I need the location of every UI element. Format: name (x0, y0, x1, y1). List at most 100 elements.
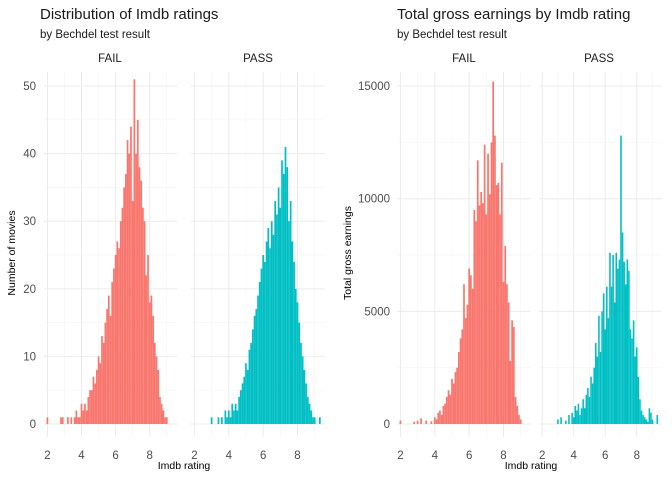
x-tick-label: 6 (602, 450, 608, 462)
histogram-bar (152, 315, 154, 424)
histogram-bar (433, 417, 436, 424)
histogram-bar (506, 284, 508, 424)
histogram-bar (585, 394, 588, 424)
histogram-bar (286, 167, 289, 425)
histogram-bar (250, 342, 252, 424)
histogram-bar (594, 342, 597, 424)
histogram-bar (281, 160, 283, 424)
histogram-bar (73, 417, 76, 424)
x-axis-label: Imdb rating (158, 460, 211, 472)
histogram-bar (128, 153, 131, 424)
histogram-bar (645, 419, 648, 424)
histogram-bar (442, 405, 445, 424)
histogram-bar (312, 417, 314, 424)
histogram-bar (313, 417, 316, 424)
histogram-bar (634, 356, 636, 424)
y-tick-label: 0 (384, 419, 390, 431)
histogram-bar (651, 419, 654, 424)
y-tick-label: 5000 (364, 306, 390, 318)
facet-label-pass: PASS (243, 53, 273, 65)
histogram-bar (153, 342, 156, 424)
facet-label-fail: FAIL (98, 53, 122, 65)
y-tick-label: 30 (23, 216, 36, 228)
histogram-bar (499, 214, 501, 424)
y-tick-label: 20 (23, 284, 36, 296)
histogram-bar (440, 414, 443, 424)
histogram-bar (568, 414, 570, 424)
histogram-bar (124, 173, 127, 424)
y-axis-label: Total gross earnings (342, 206, 354, 300)
histogram-bar (470, 275, 472, 424)
histogram-bar (643, 417, 646, 424)
histogram-bar (298, 322, 301, 424)
histogram-bar (291, 241, 294, 424)
histogram-bar (504, 246, 507, 424)
histogram-bar (75, 410, 78, 424)
histogram-bar (647, 421, 649, 424)
y-tick-label: 50 (23, 81, 36, 93)
x-tick-label: 4 (432, 450, 439, 462)
histogram-bar (565, 420, 567, 424)
y-tick-label: 15000 (358, 81, 390, 93)
histogram-bar (288, 221, 290, 424)
histogram-bar (512, 327, 515, 424)
histogram-bar (234, 403, 237, 424)
histogram-bar (612, 255, 614, 424)
x-tick-label: 6 (466, 450, 472, 462)
chart-subtitle: by Bechdel test result (40, 29, 151, 41)
histogram-bar (102, 342, 105, 424)
histogram-bar (495, 185, 498, 424)
histogram-bar (265, 241, 268, 424)
histogram-bar (439, 410, 441, 424)
facet-label-pass: PASS (584, 53, 614, 65)
histogram-bar (303, 369, 306, 424)
histogram-bar (70, 417, 73, 424)
histogram-bar (94, 383, 97, 424)
histogram-bar (618, 259, 621, 424)
histogram-bar (444, 403, 446, 424)
histogram-bar (492, 81, 495, 425)
histogram-bar (413, 421, 416, 424)
histogram-bar (245, 363, 247, 424)
histogram-bar (282, 173, 285, 424)
histogram-bar (272, 234, 275, 424)
histogram-bar (130, 126, 132, 424)
histogram-bar (456, 367, 458, 424)
histogram-bar (631, 338, 633, 424)
histogram-bar (279, 207, 282, 424)
histogram-bar (463, 284, 465, 424)
histogram-bar (604, 329, 607, 424)
histogram-bar (85, 410, 88, 424)
histogram-bar (165, 417, 168, 424)
histogram-bar (613, 302, 616, 424)
histogram-bar (241, 383, 244, 424)
histogram-bar (80, 403, 83, 424)
histogram-bar (233, 410, 235, 424)
histogram-bar (519, 419, 522, 424)
histogram-bar (637, 376, 640, 424)
histogram-bar (118, 248, 120, 424)
x-axis-label: Imdb rating (505, 460, 558, 472)
histogram-bar (629, 329, 632, 424)
x-tick-label: 4 (226, 450, 233, 462)
histogram-bar (435, 419, 438, 424)
histogram-bar (577, 403, 580, 424)
histogram-bar (89, 390, 91, 424)
x-tick-label: 4 (78, 450, 85, 462)
histogram-bar (416, 420, 419, 424)
histogram-bar (300, 342, 302, 424)
histogram-bar (642, 414, 644, 424)
histogram-bar (514, 396, 517, 424)
histogram-bar (447, 390, 450, 424)
histogram-bar (620, 135, 622, 425)
x-tick-label: 4 (570, 450, 577, 462)
histogram-bar (123, 187, 125, 424)
histogram-bar (150, 295, 153, 424)
histogram-bar (445, 396, 448, 424)
histogram-bar (96, 369, 98, 424)
histogram-bar (635, 347, 638, 424)
histogram-bar (269, 248, 271, 424)
histogram-bar (488, 194, 491, 424)
histogram-bar (61, 417, 64, 424)
